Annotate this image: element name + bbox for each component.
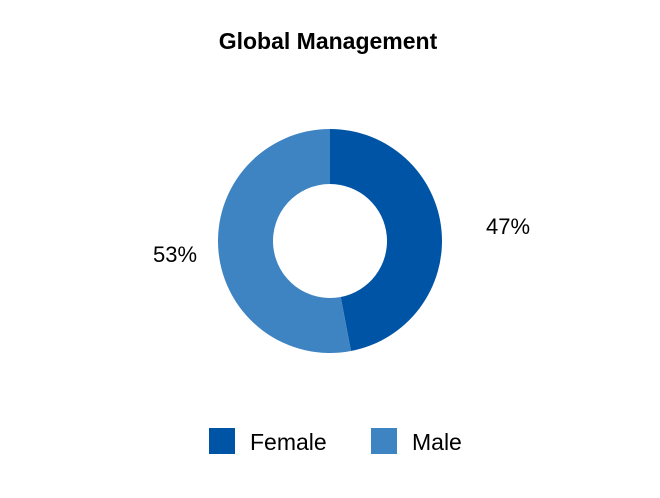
legend-label-male: Male [412,429,462,455]
legend-item-female: Female [209,428,327,455]
donut-slices [218,129,443,353]
legend: Female Male [209,428,462,455]
legend-label-female: Female [250,429,327,455]
slice-male-percent-label: 53% [153,242,197,267]
slice-male [218,129,351,353]
slice-female-percent-label: 47% [486,214,530,239]
legend-item-male: Male [371,428,462,455]
slice-female [330,129,443,352]
chart-title: Global Management [219,28,438,54]
legend-swatch-female [209,428,235,454]
legend-swatch-male [371,428,397,454]
